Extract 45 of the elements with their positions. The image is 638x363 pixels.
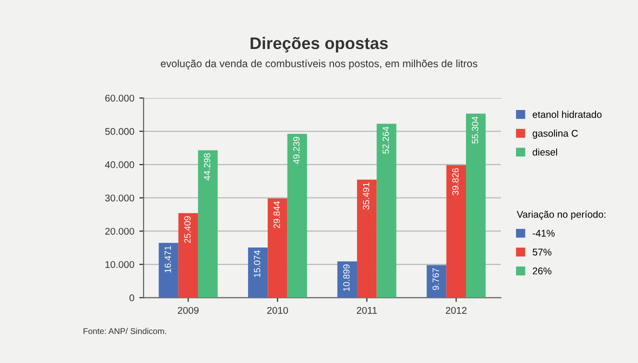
chart-subtitle: evolução da venda de combustíveis nos postos, em milhões de litros (160, 59, 478, 70)
legend-label: etanol hidratado (532, 110, 602, 118)
source-note: Fonte: ANP/ Sindicom. (84, 328, 166, 334)
data-label: 55.304 (472, 116, 478, 144)
data-label: 52.264 (382, 126, 389, 154)
text: 26% (532, 268, 552, 274)
text: -41% (532, 230, 555, 237)
text: 57% (532, 248, 552, 256)
bar (446, 165, 466, 298)
x-tick-label: 2011 (356, 306, 377, 314)
data-label: 35.491 (362, 182, 370, 210)
data-label: 9.767 (432, 268, 439, 290)
chart-title: Direções opostas (250, 36, 388, 52)
bar (337, 261, 358, 298)
bar (158, 242, 178, 298)
data-label: 25.409 (184, 216, 191, 243)
y-tick-label: 10.000 (106, 261, 134, 268)
x-tick-label: 2009 (178, 306, 199, 314)
bar (357, 180, 377, 298)
data-label: 44.298 (204, 153, 210, 180)
y-tick-label: 0 (129, 294, 134, 302)
data-label: 49.239 (293, 136, 300, 164)
data-label: 15.074 (254, 250, 260, 278)
y-tick-label: 20.000 (105, 228, 134, 235)
data-label: 29.844 (274, 201, 280, 228)
data-label: 16.471 (164, 246, 171, 272)
y-tick-label: 30.000 (105, 194, 134, 202)
bar (268, 198, 288, 298)
bar (376, 124, 396, 298)
y-tick-label: 40.000 (105, 161, 134, 168)
bar (287, 134, 308, 298)
legend-label: diesel (532, 148, 558, 156)
data-label: 39.826 (452, 168, 459, 196)
bar (198, 150, 218, 298)
bar (248, 248, 268, 298)
legend-label: gasolina C (532, 130, 578, 139)
bar (426, 265, 446, 298)
text: Variação no período: (516, 210, 606, 220)
x-tick-label: 2012 (446, 306, 466, 314)
x-tick-label: 2010 (267, 306, 288, 314)
y-tick-label: 50.000 (105, 128, 134, 135)
data-label: 10.899 (343, 264, 350, 291)
y-tick-label: 60.000 (105, 94, 134, 102)
bar (466, 114, 486, 298)
bar (178, 213, 198, 298)
